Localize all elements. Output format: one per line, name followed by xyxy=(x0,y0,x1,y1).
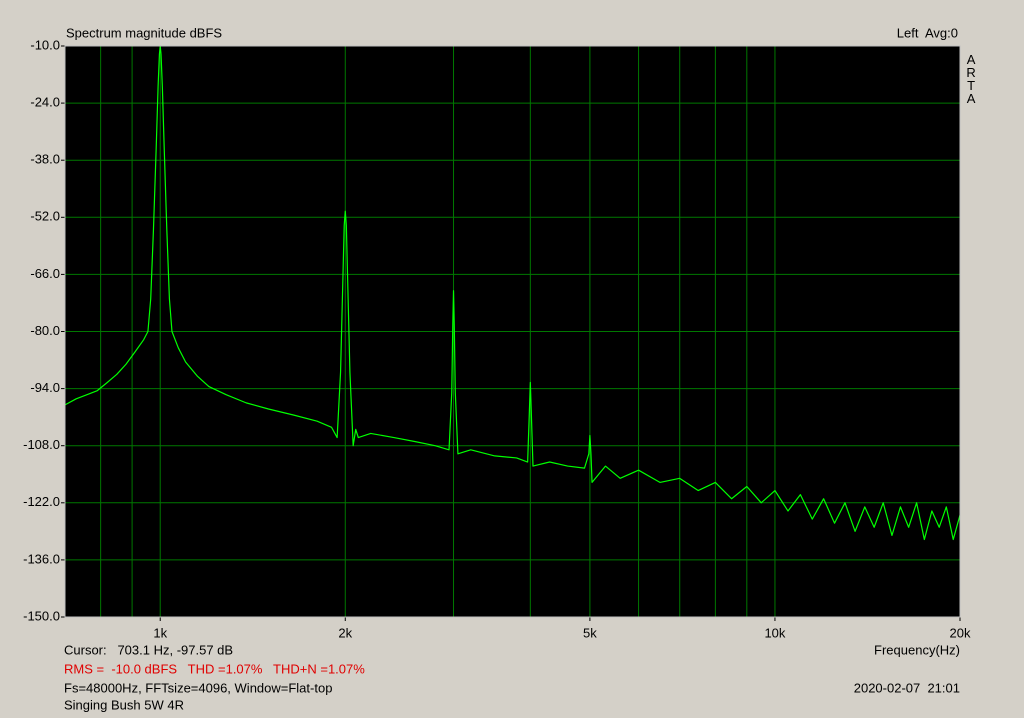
note: Singing Bush 5W 4R xyxy=(64,697,184,712)
y-tick-label: -80.0 xyxy=(30,323,60,338)
channel-label: Left Avg:0 xyxy=(897,25,958,40)
timestamp: 2020-02-07 21:01 xyxy=(854,680,960,695)
x-tick-label: 10k xyxy=(764,625,785,640)
y-tick-label: -122.0 xyxy=(23,494,60,509)
y-tick-label: -108.0 xyxy=(23,437,60,452)
y-tick-label: -24.0 xyxy=(30,95,60,110)
x-axis-label: Frequency(Hz) xyxy=(874,642,960,657)
y-tick-label: -94.0 xyxy=(30,380,60,395)
y-tick-label: -136.0 xyxy=(23,551,60,566)
x-tick-label: 20k xyxy=(950,625,971,640)
chart-title: Spectrum magnitude dBFS xyxy=(66,25,222,40)
settings: Fs=48000Hz, FFTsize=4096, Window=Flat-to… xyxy=(64,680,332,695)
brand: ARTA xyxy=(964,52,979,104)
y-tick-label: -150.0 xyxy=(23,608,60,623)
measurement: RMS = -10.0 dBFS THD =1.07% THD+N =1.07% xyxy=(64,661,365,676)
cursor-readout: Cursor: 703.1 Hz, -97.57 dB xyxy=(64,642,233,657)
plot-border xyxy=(64,45,961,618)
x-tick-label: 5k xyxy=(583,625,597,640)
y-tick-label: -10.0 xyxy=(30,37,60,52)
y-tick-label: -66.0 xyxy=(30,266,60,281)
x-tick-label: 2k xyxy=(338,625,352,640)
y-tick-label: -38.0 xyxy=(30,152,60,167)
y-tick-label: -52.0 xyxy=(30,209,60,224)
x-tick-label: 1k xyxy=(153,625,167,640)
spectrum-line xyxy=(64,45,961,541)
